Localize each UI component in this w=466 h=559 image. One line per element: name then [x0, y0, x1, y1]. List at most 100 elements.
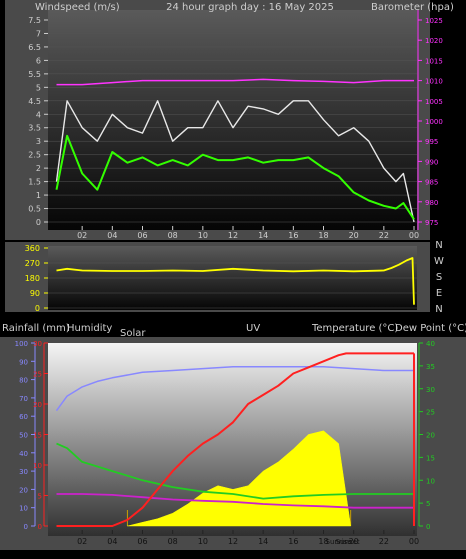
- barometer-tick-label: 995: [425, 138, 438, 146]
- rain-tick-label: 15: [33, 432, 42, 440]
- direction-tick-label: 270: [25, 259, 40, 268]
- wind-left-tick-label: 1: [36, 191, 41, 200]
- solar-label: Solar: [120, 328, 146, 339]
- compass-label: W: [434, 256, 444, 267]
- barometer-tick-label: 1020: [425, 37, 443, 45]
- wind-chart-title: 24 hour graph day : 16 May 2025: [166, 2, 334, 13]
- temperature-tick-label: 30: [426, 386, 435, 394]
- barometer-tick-label: 1005: [425, 98, 443, 106]
- temperature-tick-label: 5: [426, 500, 430, 508]
- gust-series-line: [55, 100, 415, 223]
- wind-left-tick-label: 2.5: [28, 151, 41, 160]
- humidity-tick-label: 10: [19, 505, 28, 513]
- barometer-tick-label: 980: [425, 199, 438, 207]
- humidity-tick-label: 70: [19, 395, 28, 403]
- humidity-tick-label: 20: [19, 486, 28, 494]
- rain-tick-label: 25: [33, 371, 42, 379]
- wind-left-tick-label: 7: [36, 29, 41, 38]
- barometer-tick-label: 985: [425, 179, 438, 187]
- wind-left-tick-label: 3: [36, 137, 41, 146]
- rain-label: Rainfall (mm): [2, 323, 70, 334]
- temperature-x-tick-label: 18: [318, 537, 328, 546]
- wind-x-tick-label: 12: [228, 231, 238, 240]
- rain-tick-label: 0: [38, 523, 42, 531]
- temperature-x-tick-label: 02: [77, 537, 87, 546]
- wind-direction-series-line: [56, 257, 415, 305]
- barometer-tick-label: 990: [425, 158, 438, 166]
- wind-x-tick-label: 06: [137, 231, 147, 240]
- temperature-tick-label: 20: [426, 432, 435, 440]
- wind-x-tick-label: 04: [107, 231, 117, 240]
- direction-tick-label: 0: [35, 304, 40, 313]
- temperature-x-tick-label: 12: [228, 537, 238, 546]
- temperature-tick-label: 0: [426, 523, 430, 531]
- barometer-tick-label: 975: [425, 219, 438, 227]
- direction-tick-label: 360: [25, 244, 40, 253]
- compass-label: E: [436, 288, 442, 299]
- temperature-series-line: [56, 442, 414, 500]
- wind-left-tick-label: 6: [36, 56, 41, 65]
- humidity-tick-label: 80: [19, 377, 28, 385]
- wind-left-tick-label: 5: [36, 83, 41, 92]
- humidity-tick-label: 60: [19, 413, 28, 421]
- barometer-tick-label: 1000: [425, 118, 443, 126]
- wind-x-tick-label: 02: [77, 231, 87, 240]
- wind-x-tick-label: 08: [168, 231, 178, 240]
- wind-series-line: [55, 134, 415, 220]
- wind-left-tick-label: 2: [36, 164, 41, 173]
- wind-left-tick-label: 0.5: [28, 205, 41, 214]
- humidity-tick-label: 100: [15, 340, 28, 348]
- compass-label: N: [435, 240, 442, 251]
- humidity-tick-label: 90: [19, 358, 28, 366]
- compass-label: S: [436, 272, 442, 283]
- humidity-label: Humidity: [67, 323, 112, 334]
- wind-right-axis-label: Barometer (hpa): [371, 2, 454, 13]
- temperature-tick-label: 25: [426, 409, 435, 417]
- wind-x-tick-label: 18: [318, 231, 328, 240]
- dew-label: Dew Point (°C): [395, 323, 466, 334]
- rain-tick-label: 30: [33, 340, 42, 348]
- dew-point-series-line: [56, 493, 414, 509]
- temperature-x-tick-label: 04: [107, 537, 117, 546]
- solar-area: [127, 430, 351, 527]
- wind-left-tick-label: 7.5: [28, 16, 41, 25]
- wind-x-tick-label: 20: [349, 231, 359, 240]
- temperature-x-tick-label: 00: [409, 537, 419, 546]
- barometer-tick-label: 1015: [425, 57, 443, 65]
- temperature-tick-label: 40: [426, 340, 435, 348]
- temp-label: Temperature (°C): [311, 323, 398, 334]
- barometer-series-line: [56, 78, 414, 86]
- temperature-x-tick-label: 16: [288, 537, 298, 546]
- wind-x-tick-label: 22: [379, 231, 389, 240]
- temperature-x-tick-label: 14: [258, 537, 268, 546]
- humidity-tick-label: 40: [19, 450, 28, 458]
- direction-tick-label: 180: [25, 274, 40, 283]
- rain-tick-label: 20: [33, 401, 42, 409]
- wind-left-tick-label: 6.5: [28, 43, 41, 52]
- humidity-tick-label: 0: [24, 523, 28, 531]
- temperature-x-tick-label: 20: [349, 537, 359, 546]
- wind-left-tick-label: 0: [36, 218, 41, 227]
- wind-left-tick-label: 4.5: [28, 97, 41, 106]
- barometer-tick-label: 1010: [425, 78, 443, 86]
- wind-x-tick-label: 16: [288, 231, 298, 240]
- temperature-tick-label: 10: [426, 477, 435, 485]
- humidity-tick-label: 50: [19, 432, 28, 440]
- temperature-x-tick-label: 06: [137, 537, 147, 546]
- wind-left-tick-label: 1.5: [28, 178, 41, 187]
- temperature-x-tick-label: 10: [198, 537, 208, 546]
- compass-label: N: [435, 304, 442, 315]
- rain-series-line: [56, 352, 414, 527]
- sunrise-label: Sunrise: [326, 538, 352, 546]
- wind-left-tick-label: 4: [36, 110, 41, 119]
- direction-tick-label: 90: [30, 289, 40, 298]
- humidity-series-line: [55, 366, 414, 412]
- temperature-tick-label: 15: [426, 454, 435, 462]
- temperature-tick-label: 35: [426, 363, 435, 371]
- temperature-x-tick-label: 08: [168, 537, 178, 546]
- wind-left-tick-label: 5.5: [28, 70, 41, 79]
- sunset-label: Sunset: [336, 538, 360, 546]
- rain-tick-label: 10: [33, 462, 42, 470]
